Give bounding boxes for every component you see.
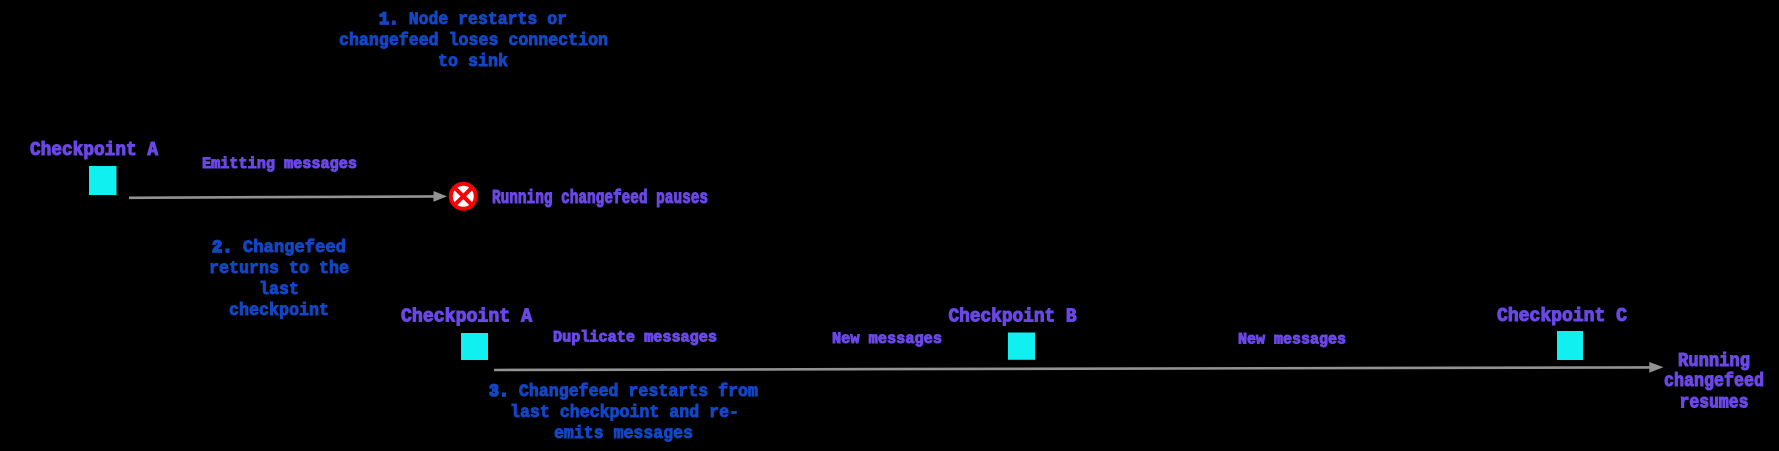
svg-text:Running changefeed pauses: Running changefeed pauses xyxy=(492,187,708,209)
svg-text:changefeed: changefeed xyxy=(1664,370,1764,392)
svg-text:last checkpoint and re-: last checkpoint and re- xyxy=(510,403,739,423)
svg-text:to sink: to sink xyxy=(438,52,508,72)
svg-text:1. Node restarts or: 1. Node restarts or xyxy=(379,10,567,30)
svg-text:checkpoint: checkpoint xyxy=(229,301,329,321)
svg-text:Running: Running xyxy=(1678,350,1750,372)
svg-text:changefeed loses connection: changefeed loses connection xyxy=(339,31,608,51)
svg-text:Emitting messages: Emitting messages xyxy=(202,155,357,173)
svg-text:Duplicate messages: Duplicate messages xyxy=(553,329,717,347)
svg-text:resumes: resumes xyxy=(1680,391,1749,413)
svg-text:3. Changefeed restarts from: 3. Changefeed restarts from xyxy=(489,382,758,402)
svg-text:Checkpoint C: Checkpoint C xyxy=(1497,305,1627,327)
svg-text:New messages: New messages xyxy=(832,330,942,348)
svg-text:2. Changefeed: 2. Changefeed xyxy=(212,238,346,258)
svg-text:Checkpoint B: Checkpoint B xyxy=(949,306,1077,328)
svg-text:New messages: New messages xyxy=(1238,331,1346,349)
svg-text:Checkpoint A: Checkpoint A xyxy=(401,305,533,327)
svg-text:returns to the: returns to the xyxy=(209,259,349,279)
svg-text:last: last xyxy=(259,280,299,300)
svg-text:Checkpoint A: Checkpoint A xyxy=(30,139,159,161)
svg-text:emits messages: emits messages xyxy=(554,424,693,444)
